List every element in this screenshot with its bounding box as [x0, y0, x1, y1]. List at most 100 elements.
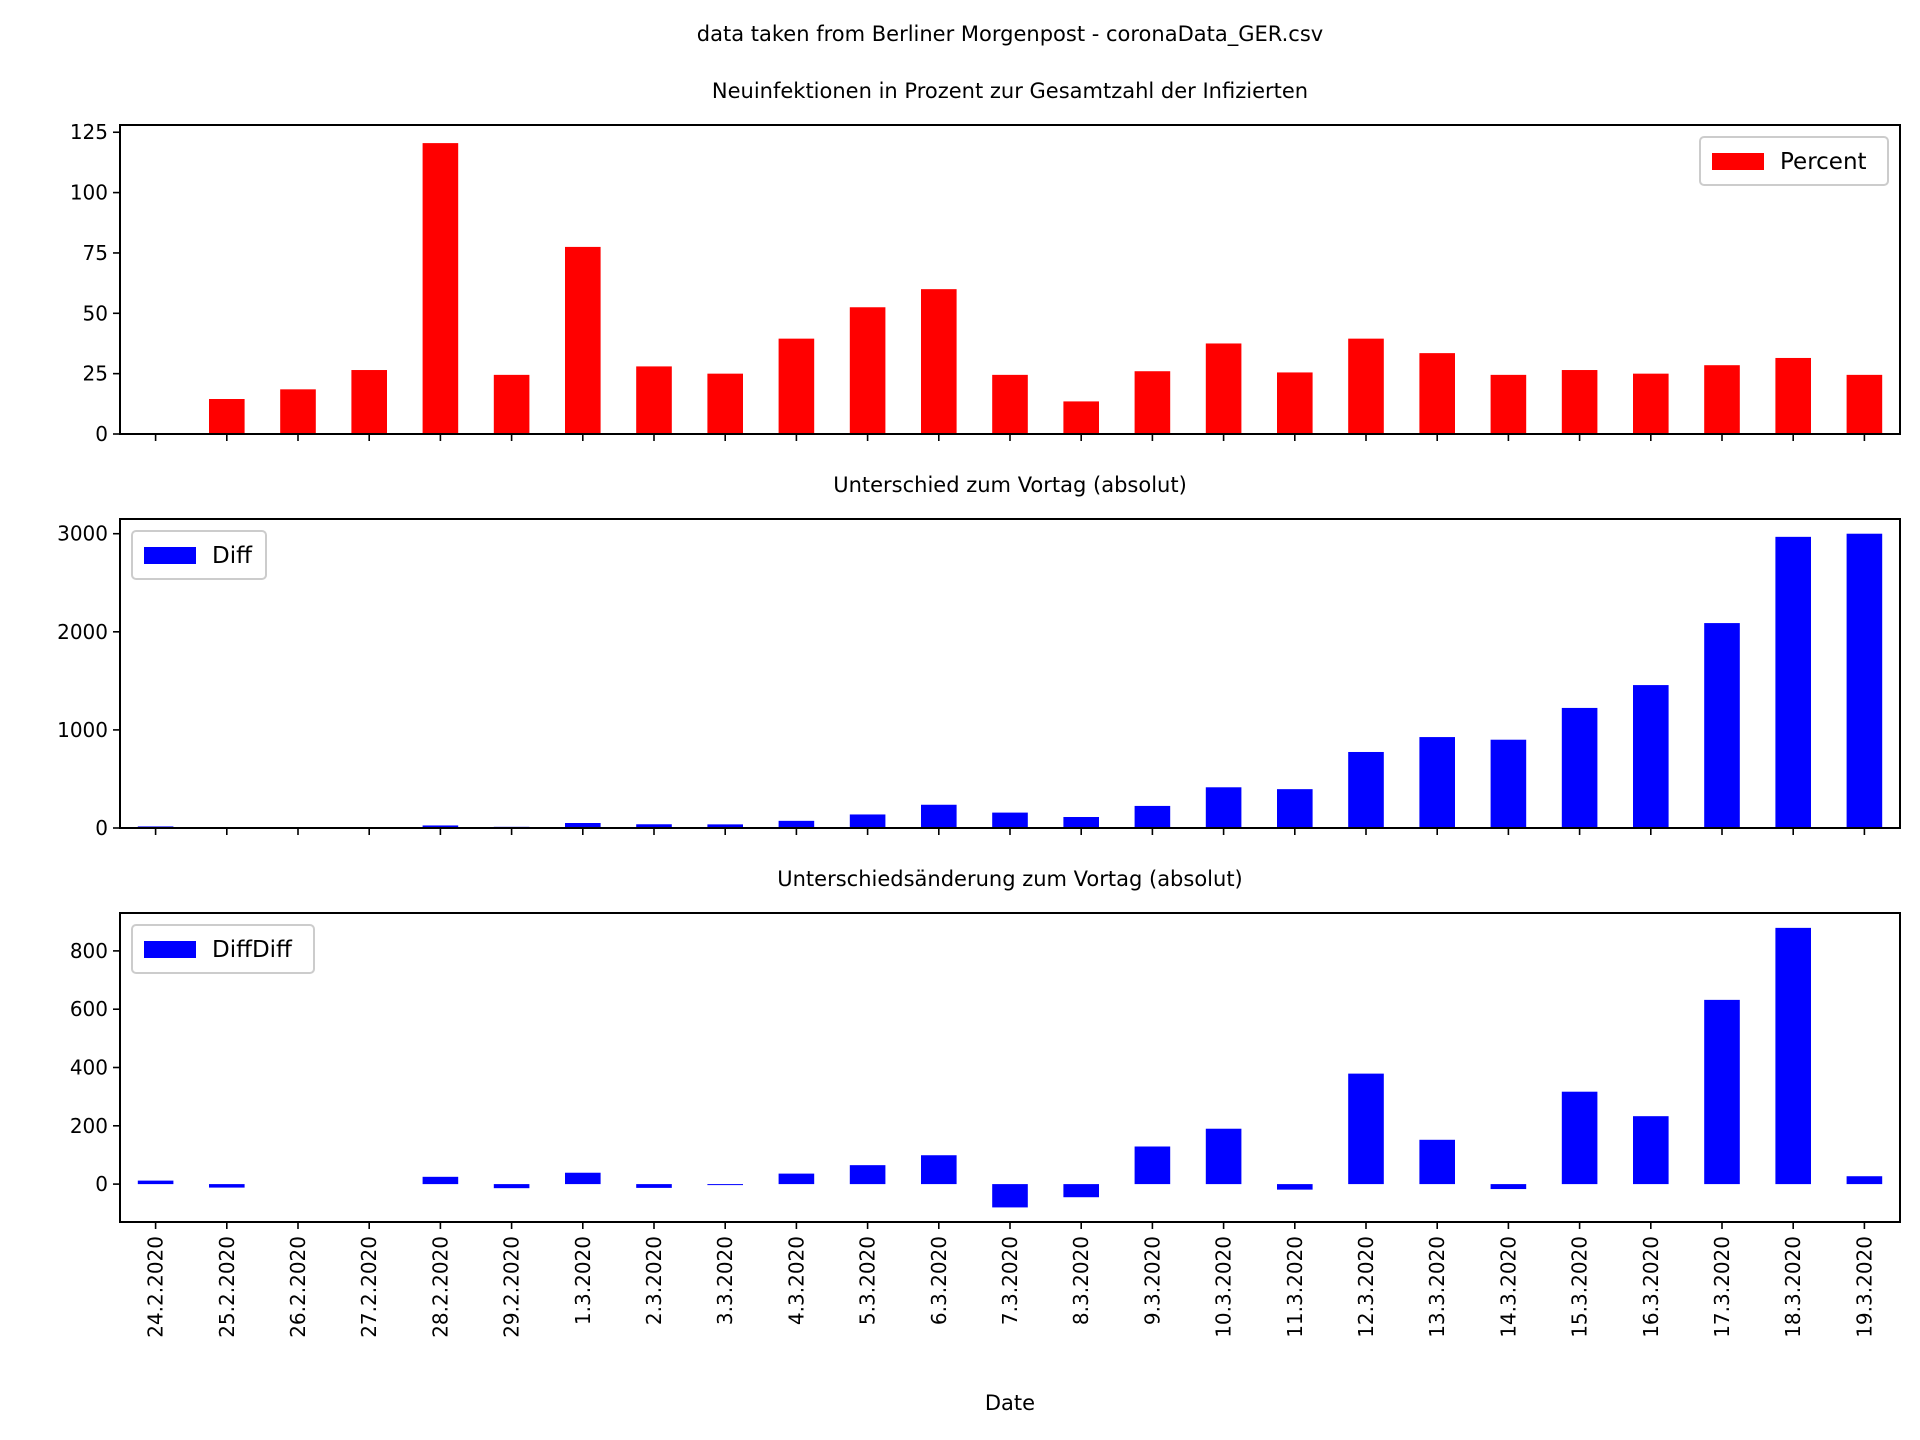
x-tick-label: 29.2.2020 — [500, 1236, 524, 1338]
legend-label: Percent — [1780, 149, 1867, 175]
bar-diffdiff-24.2.2020 — [137, 1180, 174, 1185]
bar-percent-18.3.2020 — [1775, 357, 1811, 434]
bar-percent-13.3.2020 — [1419, 353, 1455, 434]
legend-label: Diff — [212, 543, 253, 569]
legend-box — [1699, 136, 1889, 186]
subplot-2: Unterschied zum Vortag (absolut) 0 1000 200… — [57, 473, 1901, 840]
bar-percent-8.3.2020 — [1063, 401, 1099, 434]
legend-box — [131, 530, 267, 580]
x-tick-label: 1.3.2020 — [571, 1236, 595, 1325]
bar-diff-15.3.2020 — [1561, 707, 1598, 828]
bar-diffdiff-25.2.2020 — [209, 1184, 245, 1188]
x-tick-label: 19.3.2020 — [1852, 1236, 1876, 1338]
bar-diffdiff-4.3.2020 — [778, 1173, 815, 1185]
bar-diff-12.3.2020 — [1348, 751, 1384, 828]
y-tick-label: 600 — [70, 997, 108, 1021]
bar-percent-5.3.2020 — [849, 307, 886, 434]
subplot-title: Neuinfektionen in Prozent zur Gesamtzahl… — [712, 79, 1308, 103]
x-tick-label: 18.3.2020 — [1781, 1236, 1805, 1338]
y-tick-label: 125 — [70, 120, 108, 144]
bar-percent-19.3.2020 — [1846, 374, 1883, 434]
bar-percent-6.3.2020 — [921, 289, 957, 434]
legend: DiffDiff — [131, 924, 315, 974]
bar-diff-14.3.2020 — [1490, 739, 1527, 828]
x-tick-label: 13.3.2020 — [1425, 1236, 1449, 1338]
bar-diffdiff-11.3.2020 — [1277, 1184, 1313, 1190]
y-tick-label: 400 — [70, 1056, 108, 1080]
bar-percent-9.3.2020 — [1134, 371, 1171, 434]
bar-diffdiff-17.3.2020 — [1704, 999, 1740, 1185]
bar-diff-18.3.2020 — [1775, 536, 1811, 828]
bar-diffdiff-15.3.2020 — [1561, 1091, 1598, 1185]
bar-diffdiff-10.3.2020 — [1205, 1128, 1242, 1185]
legend-swatch — [1712, 153, 1764, 170]
bar-percent-12.3.2020 — [1348, 338, 1384, 434]
y-tick-label: 2000 — [57, 620, 108, 644]
x-tick-label: 14.3.2020 — [1496, 1236, 1520, 1338]
x-tick-label: 12.3.2020 — [1354, 1236, 1378, 1338]
y-tick-label: 0 — [95, 1172, 108, 1196]
figure-suptitle: data taken from Berliner Morgenpost - co… — [697, 22, 1323, 47]
bar-percent-28.2.2020 — [422, 143, 459, 435]
bar-diff-6.3.2020 — [921, 804, 957, 828]
bar-diffdiff-12.3.2020 — [1348, 1073, 1384, 1185]
bar-percent-29.2.2020 — [493, 374, 530, 434]
bar-diff-8.3.2020 — [1063, 817, 1099, 828]
bar-percent-16.3.2020 — [1633, 373, 1669, 434]
bar-diffdiff-29.2.2020 — [493, 1184, 530, 1189]
x-tick-label: 11.3.2020 — [1283, 1236, 1307, 1338]
y-tick-label: 3000 — [57, 522, 108, 546]
bar-diff-4.3.2020 — [778, 820, 815, 828]
bar-percent-14.3.2020 — [1490, 374, 1527, 434]
x-tick-label: 26.2.2020 — [286, 1236, 310, 1338]
legend-swatch — [144, 941, 196, 958]
bar-diff-17.3.2020 — [1704, 623, 1740, 828]
x-tick-label: 5.3.2020 — [856, 1236, 880, 1325]
bar-diff-16.3.2020 — [1633, 685, 1669, 828]
y-tick-label: 50 — [83, 301, 108, 325]
bar-percent-1.3.2020 — [565, 246, 601, 434]
bar-diff-19.3.2020 — [1846, 533, 1883, 828]
bar-diff-28.2.2020 — [422, 825, 459, 828]
x-tick-label: 6.3.2020 — [927, 1236, 951, 1325]
bar-diff-13.3.2020 — [1419, 737, 1455, 828]
bar-percent-11.3.2020 — [1277, 372, 1313, 434]
bar-diffdiff-3.3.2020 — [707, 1184, 743, 1186]
subplot-3: Unterschiedsänderung zum Vortag (absolut… — [70, 867, 1901, 1338]
x-axis-label: Date — [985, 1391, 1035, 1415]
subplot-title: Unterschied zum Vortag (absolut) — [833, 473, 1187, 497]
y-tick-label: 75 — [83, 241, 108, 265]
y-tick-label: 0 — [95, 816, 108, 840]
bar-diff-7.3.2020 — [992, 812, 1028, 828]
bar-diffdiff-14.3.2020 — [1490, 1184, 1527, 1190]
bar-diff-10.3.2020 — [1205, 787, 1242, 828]
x-tick-label: 28.2.2020 — [428, 1236, 452, 1338]
x-tick-label: 8.3.2020 — [1069, 1236, 1093, 1325]
subplots: Neuinfektionen in Prozent zur Gesamtzahl… — [57, 79, 1901, 1338]
bar-diffdiff-19.3.2020 — [1846, 1176, 1883, 1185]
bar-percent-10.3.2020 — [1205, 343, 1242, 434]
x-tick-label: 10.3.2020 — [1212, 1236, 1236, 1338]
y-tick-label: 800 — [70, 939, 108, 963]
bar-diff-11.3.2020 — [1277, 789, 1313, 828]
bar-diff-2.3.2020 — [636, 824, 672, 828]
x-tick-label: 3.3.2020 — [713, 1236, 737, 1325]
bar-percent-7.3.2020 — [992, 374, 1028, 434]
bar-diff-9.3.2020 — [1134, 805, 1171, 828]
bar-diffdiff-5.3.2020 — [849, 1165, 886, 1185]
x-tick-label: 16.3.2020 — [1639, 1236, 1663, 1338]
bar-percent-4.3.2020 — [778, 338, 815, 434]
y-tick-label: 1000 — [57, 718, 108, 742]
bar-percent-26.2.2020 — [280, 389, 316, 434]
bar-diff-3.3.2020 — [707, 824, 743, 828]
bar-diff-1.3.2020 — [565, 823, 601, 828]
bar-diffdiff-1.3.2020 — [565, 1172, 601, 1185]
y-tick-label: 200 — [70, 1114, 108, 1138]
legend-box — [131, 924, 315, 974]
x-tick-label: 7.3.2020 — [998, 1236, 1022, 1325]
legend: Diff — [131, 530, 267, 580]
bar-diffdiff-2.3.2020 — [636, 1184, 672, 1188]
bar-percent-17.3.2020 — [1704, 365, 1740, 434]
